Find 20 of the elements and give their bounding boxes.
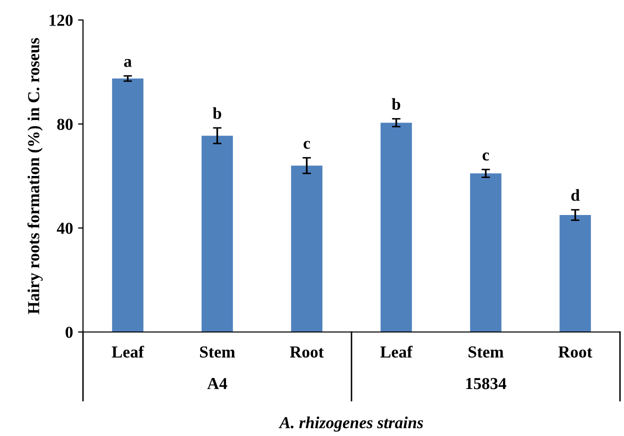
x-tick-label: Leaf bbox=[380, 346, 413, 358]
x-tick-label: Root bbox=[290, 346, 324, 358]
y-tick-label: 80 bbox=[57, 118, 73, 130]
data-label: c bbox=[304, 140, 310, 149]
x-tick-label: Leaf bbox=[112, 346, 144, 358]
x-axis-title: A. rhizogenes strains bbox=[278, 416, 423, 432]
data-label: b bbox=[392, 98, 400, 110]
text: 15834 bbox=[466, 378, 506, 390]
y-tick-label: 120 bbox=[50, 14, 73, 26]
text: A4 bbox=[207, 378, 228, 390]
x-tick-label: Stem bbox=[468, 346, 504, 358]
y-axis-title: Hairy roots formation (%) in C. roseus bbox=[27, 38, 43, 314]
x-tick-label: Stem bbox=[200, 346, 236, 358]
x-tick-label: Root bbox=[558, 346, 592, 358]
data-label: d bbox=[571, 189, 580, 201]
y-tick-label: 40 bbox=[56, 222, 73, 234]
y-tick-label: 0 bbox=[66, 326, 73, 338]
data-label: b bbox=[212, 107, 222, 119]
data-label: a bbox=[124, 58, 132, 67]
data-label: c bbox=[482, 152, 490, 161]
